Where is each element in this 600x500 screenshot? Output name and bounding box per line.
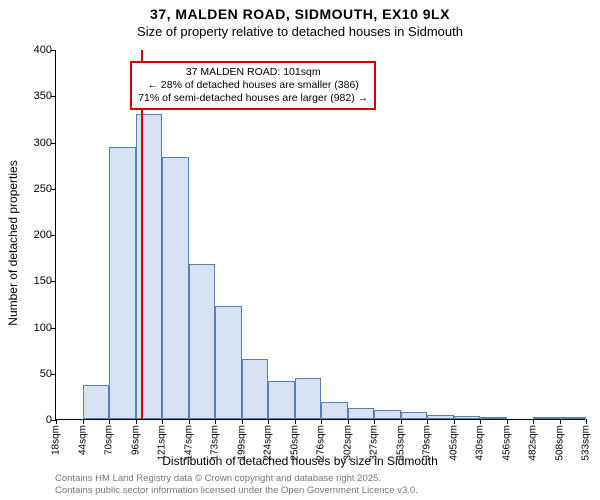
x-axis-label: Distribution of detached houses by size …	[0, 454, 600, 468]
histogram-bar	[533, 417, 560, 419]
x-tick-mark	[162, 419, 163, 424]
histogram-bar	[560, 417, 587, 419]
y-tick-mark	[51, 143, 56, 144]
chart-container: 37, MALDEN ROAD, SIDMOUTH, EX10 9LX Size…	[0, 0, 600, 500]
x-tick-mark	[189, 419, 190, 424]
histogram-bar	[215, 306, 242, 419]
x-tick-mark	[268, 419, 269, 424]
histogram-bar	[189, 264, 216, 419]
credit-line-2: Contains public sector information licen…	[55, 485, 418, 496]
histogram-bar	[480, 417, 507, 419]
y-tick-mark	[51, 328, 56, 329]
annotation-line: 37 MALDEN ROAD: 101sqm	[138, 66, 368, 79]
x-tick-label: 18sqm	[51, 425, 62, 455]
x-tick-mark	[533, 419, 534, 424]
y-tick-label: 250	[34, 183, 52, 195]
x-tick-mark	[83, 419, 84, 424]
x-tick-mark	[56, 419, 57, 424]
annotation-line: ← 28% of detached houses are smaller (38…	[138, 79, 368, 92]
histogram-bar	[268, 381, 295, 419]
annotation-line: 71% of semi-detached houses are larger (…	[138, 92, 368, 105]
histogram-bar	[136, 114, 163, 419]
plot-area: 05010015020025030035040018sqm44sqm70sqm9…	[55, 50, 585, 420]
y-axis-label: Number of detached properties	[6, 78, 20, 243]
x-tick-label: 70sqm	[104, 425, 115, 455]
x-tick-mark	[560, 419, 561, 424]
y-tick-mark	[51, 96, 56, 97]
y-tick-label: 400	[34, 44, 52, 56]
x-tick-label: 96sqm	[130, 425, 141, 455]
y-tick-label: 150	[34, 275, 52, 287]
histogram-bar	[162, 157, 189, 419]
x-tick-mark	[242, 419, 243, 424]
y-tick-label: 100	[34, 322, 52, 334]
histogram-bar	[401, 412, 428, 419]
chart-subtitle: Size of property relative to detached ho…	[0, 24, 600, 39]
y-tick-mark	[51, 235, 56, 236]
x-tick-mark	[454, 419, 455, 424]
credit-line-1: Contains HM Land Registry data © Crown c…	[55, 473, 418, 484]
y-tick-mark	[51, 50, 56, 51]
histogram-bar	[109, 147, 136, 419]
x-tick-mark	[401, 419, 402, 424]
histogram-bar	[374, 410, 401, 419]
x-tick-label: 44sqm	[77, 425, 88, 455]
y-tick-label: 350	[34, 90, 52, 102]
histogram-bar	[295, 378, 322, 419]
x-tick-mark	[480, 419, 481, 424]
x-tick-mark	[348, 419, 349, 424]
x-tick-mark	[586, 419, 587, 424]
chart-title: 37, MALDEN ROAD, SIDMOUTH, EX10 9LX	[0, 6, 600, 22]
credit-text: Contains HM Land Registry data © Crown c…	[55, 473, 418, 496]
histogram-bar	[348, 408, 375, 419]
histogram-bar	[454, 416, 481, 419]
y-tick-mark	[51, 374, 56, 375]
x-tick-mark	[321, 419, 322, 424]
x-tick-mark	[374, 419, 375, 424]
x-tick-mark	[215, 419, 216, 424]
histogram-bar	[427, 415, 454, 419]
histogram-bar	[321, 402, 348, 419]
y-tick-mark	[51, 281, 56, 282]
x-tick-mark	[295, 419, 296, 424]
x-tick-mark	[109, 419, 110, 424]
x-tick-mark	[136, 419, 137, 424]
histogram-bar	[242, 359, 269, 419]
annotation-box: 37 MALDEN ROAD: 101sqm← 28% of detached …	[130, 61, 376, 110]
y-tick-mark	[51, 189, 56, 190]
x-tick-mark	[507, 419, 508, 424]
x-tick-mark	[427, 419, 428, 424]
y-tick-label: 300	[34, 137, 52, 149]
histogram-bar	[83, 385, 110, 419]
y-tick-label: 200	[34, 229, 52, 241]
